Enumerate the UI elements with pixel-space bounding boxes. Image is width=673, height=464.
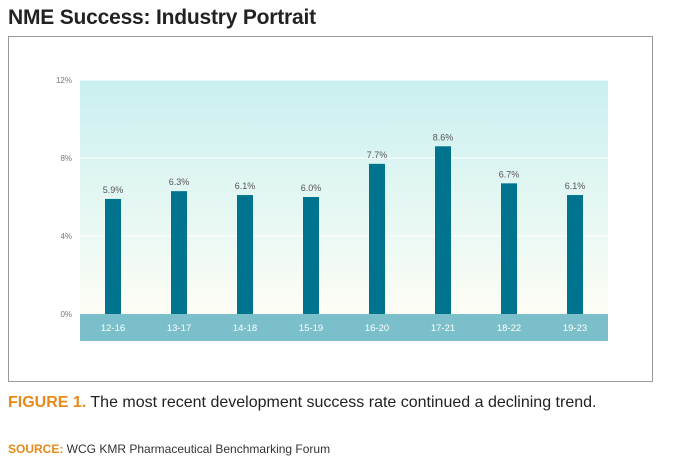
data-label: 6.1%: [235, 181, 256, 191]
bar-18-22: [501, 183, 517, 314]
source-label: SOURCE:: [8, 442, 64, 456]
source-text: WCG KMR Pharmaceutical Benchmarking Foru…: [63, 442, 331, 456]
data-label: 5.9%: [103, 185, 124, 195]
data-label: 6.7%: [499, 169, 520, 179]
chart-title: NME Success: Industry Portrait: [8, 6, 316, 29]
data-label: 8.6%: [433, 132, 454, 142]
data-label: 6.0%: [301, 183, 322, 193]
x-tick-label: 13-17: [167, 323, 191, 334]
y-tick-label: 8%: [60, 154, 72, 163]
x-tick-label: 14-18: [233, 323, 257, 334]
figure-caption-text: The most recent development success rate…: [86, 394, 597, 411]
bar-16-20: [369, 163, 385, 314]
x-tick-label: 17-21: [431, 323, 455, 334]
data-label: 7.7%: [367, 150, 388, 160]
chart-frame: 0% 4% 8% 12% 5.9% 6.3% 6.1% 6.0% 7.7% 8.6% 6.7% 6.…: [8, 36, 653, 382]
bar-14-18: [237, 195, 253, 314]
bar-17-21: [435, 146, 451, 314]
source-note: SOURCE: WCG KMR Pharmaceutical Benchmark…: [8, 442, 330, 456]
x-tick-label: 18-22: [497, 323, 521, 334]
y-tick-label: 0%: [60, 310, 72, 319]
figure-caption: FIGURE 1. The most recent development su…: [8, 394, 668, 412]
x-tick-label: 12-16: [101, 323, 125, 334]
bar-12-16: [105, 198, 121, 314]
figure-label: FIGURE 1.: [8, 394, 87, 411]
x-tick-label: 16-20: [365, 323, 389, 334]
bar-19-23: [567, 195, 583, 314]
bar-chart: 0% 4% 8% 12% 5.9% 6.3% 6.1% 6.0% 7.7% 8.6% 6.7% 6.…: [56, 76, 608, 341]
y-tick-label: 4%: [60, 232, 72, 241]
y-tick-label: 12%: [56, 76, 72, 85]
x-tick-label: 15-19: [299, 323, 323, 334]
data-label: 6.1%: [565, 181, 586, 191]
data-label: 6.3%: [169, 177, 190, 187]
bar-13-17: [171, 191, 187, 314]
plot-area: [80, 80, 608, 314]
x-tick-label: 19-23: [563, 323, 587, 334]
bar-15-19: [303, 197, 319, 314]
x-axis-band: [80, 314, 608, 341]
